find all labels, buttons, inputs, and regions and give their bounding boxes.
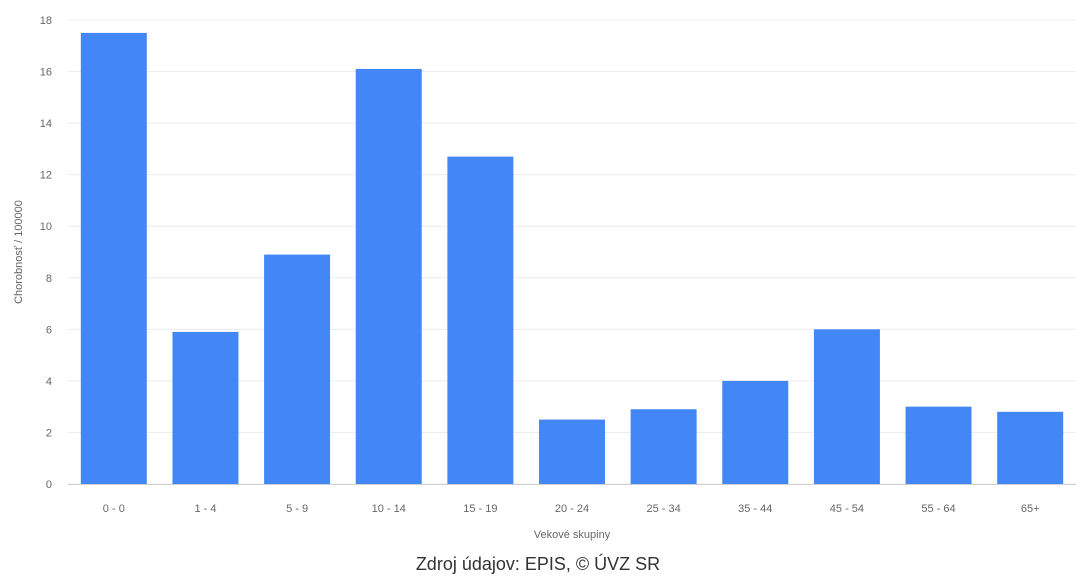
y-tick-label: 4 xyxy=(46,376,52,388)
x-tick-label: 55 - 64 xyxy=(921,503,955,515)
bars xyxy=(80,32,1064,485)
x-tick-label: 5 - 9 xyxy=(286,503,308,515)
bar[interactable] xyxy=(264,254,331,484)
y-tick-label: 2 xyxy=(46,427,52,439)
y-tick-label: 16 xyxy=(40,67,52,79)
x-tick-label: 0 - 0 xyxy=(103,503,125,515)
x-axis-ticks: 0 - 0 1 - 4 5 - 9 10 - 14 15 - 19 20 - 24 25 -… xyxy=(103,503,1040,515)
bar[interactable] xyxy=(80,32,147,485)
x-tick-label: 65+ xyxy=(1021,503,1040,515)
x-tick-label: 25 - 34 xyxy=(647,503,681,515)
bar[interactable] xyxy=(813,329,880,484)
bar[interactable] xyxy=(172,331,239,484)
bar[interactable] xyxy=(630,409,697,484)
source-caption: Zdroj údajov: EPIS, © ÚVZ SR xyxy=(416,553,660,574)
y-tick-label: 0 xyxy=(46,479,52,491)
bar[interactable] xyxy=(447,156,514,484)
y-tick-label: 6 xyxy=(46,324,52,336)
y-axis-title: Chorobnosť / 100000 xyxy=(13,200,25,304)
y-tick-label: 12 xyxy=(40,170,52,182)
y-tick-label: 14 xyxy=(40,118,52,130)
y-tick-label: 10 xyxy=(40,221,52,233)
bar[interactable] xyxy=(355,68,422,484)
x-tick-label: 45 - 54 xyxy=(830,503,864,515)
x-tick-label: 1 - 4 xyxy=(194,503,216,515)
bar[interactable] xyxy=(997,411,1064,484)
bar[interactable] xyxy=(539,419,605,484)
y-tick-label: 18 xyxy=(40,15,52,27)
y-axis-ticks: 0 2 4 6 8 10 12 14 16 18 xyxy=(40,15,52,491)
x-tick-label: 10 - 14 xyxy=(372,503,406,515)
bar[interactable] xyxy=(905,406,972,484)
x-tick-label: 20 - 24 xyxy=(555,503,589,515)
x-tick-label: 35 - 44 xyxy=(738,503,772,515)
bar[interactable] xyxy=(722,380,789,484)
x-axis-title: Vekové skupiny xyxy=(534,529,611,541)
y-tick-label: 8 xyxy=(46,273,52,285)
x-tick-label: 15 - 19 xyxy=(463,503,497,515)
